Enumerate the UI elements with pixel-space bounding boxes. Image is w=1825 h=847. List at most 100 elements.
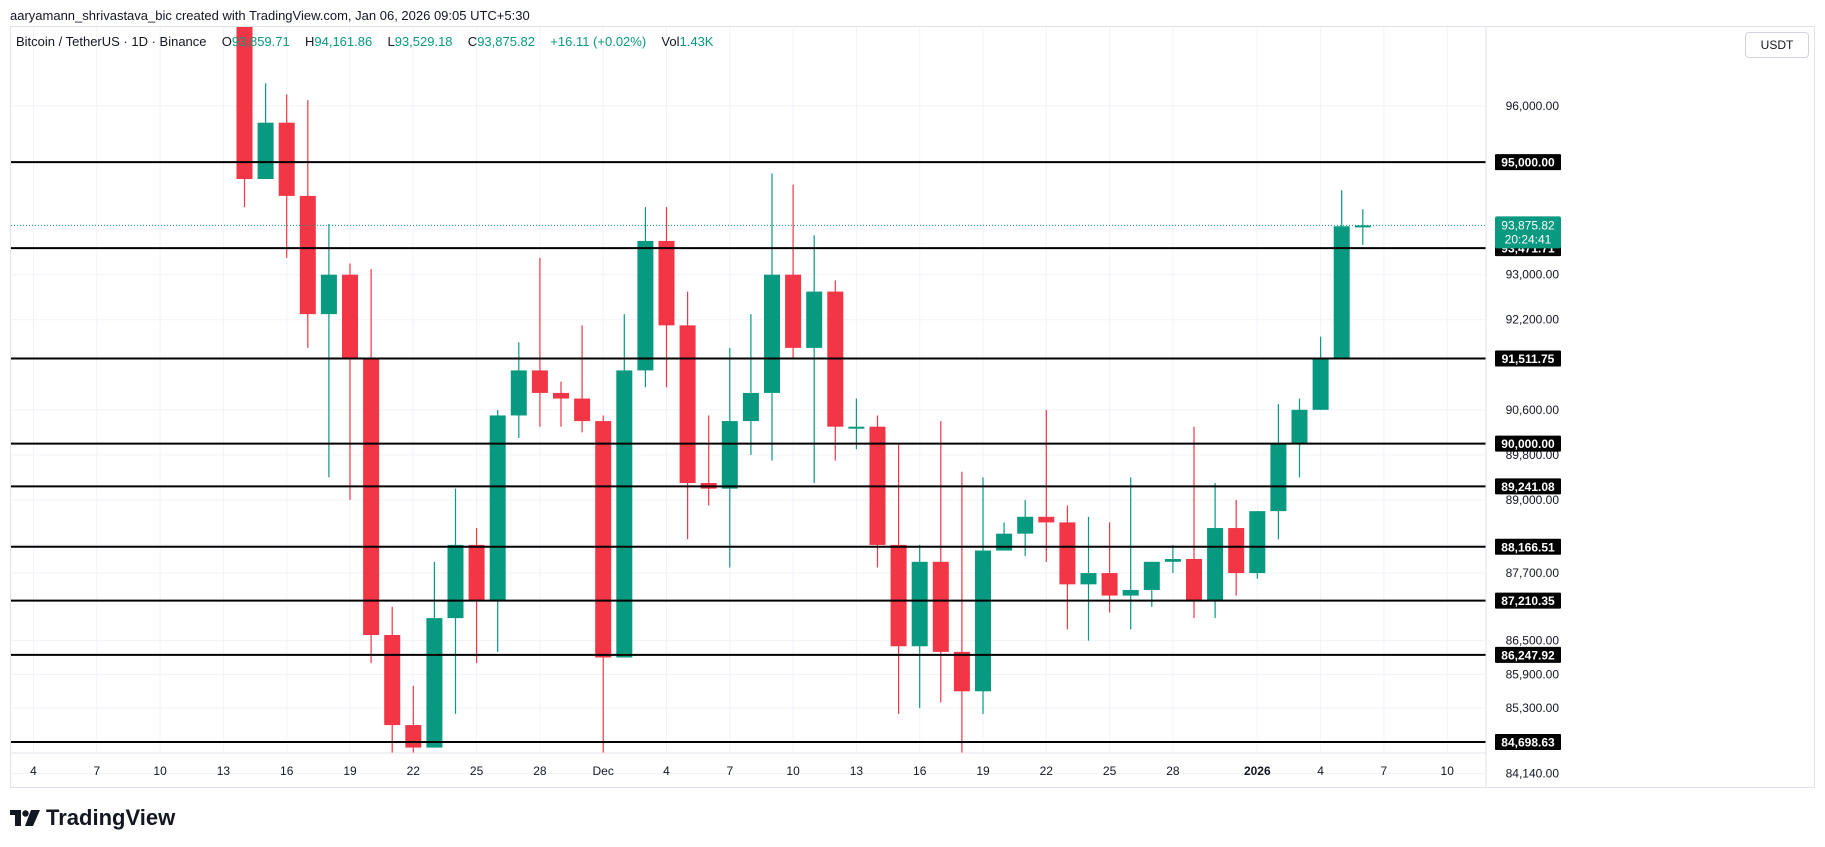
candle[interactable]	[1249, 511, 1266, 579]
candle-body[interactable]	[764, 274, 780, 393]
candle-body[interactable]	[257, 122, 274, 179]
candle-body[interactable]	[1017, 516, 1034, 534]
candle-body[interactable]	[996, 533, 1013, 551]
candle-body[interactable]	[468, 544, 485, 602]
candle[interactable]	[1101, 522, 1118, 613]
candle-body[interactable]	[721, 421, 738, 489]
candle-body[interactable]	[320, 274, 337, 315]
candle[interactable]	[574, 325, 591, 433]
candle-body[interactable]	[1312, 359, 1329, 410]
candle-body[interactable]	[278, 122, 295, 196]
candle-body[interactable]	[342, 274, 358, 360]
candle-body[interactable]	[1059, 522, 1076, 585]
candle-body[interactable]	[932, 561, 949, 652]
currency-selector[interactable]: USDT	[1745, 32, 1809, 58]
candle[interactable]	[742, 314, 759, 455]
candle[interactable]	[1312, 336, 1329, 410]
candle[interactable]	[257, 83, 274, 179]
candle-body[interactable]	[1080, 573, 1097, 585]
candle[interactable]	[1122, 477, 1139, 630]
candle-body[interactable]	[658, 240, 675, 326]
candle[interactable]	[320, 224, 337, 478]
candle-body[interactable]	[1186, 559, 1202, 602]
candle[interactable]	[489, 409, 506, 652]
candle[interactable]	[721, 347, 738, 568]
candle-body[interactable]	[637, 240, 654, 371]
candle-body[interactable]	[848, 426, 865, 429]
candle[interactable]	[468, 528, 485, 664]
candle-body[interactable]	[574, 398, 591, 422]
candle[interactable]	[1143, 561, 1160, 607]
candle[interactable]	[890, 443, 907, 714]
candle[interactable]	[1080, 516, 1097, 641]
candle-body[interactable]	[890, 544, 907, 647]
candle[interactable]	[1207, 483, 1224, 619]
candle[interactable]	[531, 257, 548, 427]
candle-body[interactable]	[742, 392, 759, 422]
candle[interactable]	[637, 207, 654, 388]
candle[interactable]	[869, 415, 886, 568]
candle-body[interactable]	[531, 370, 548, 393]
candle[interactable]	[363, 269, 380, 664]
candle-body[interactable]	[1207, 528, 1224, 602]
candle-body[interactable]	[679, 325, 696, 483]
candle[interactable]	[827, 280, 844, 461]
candle-body[interactable]	[1038, 516, 1055, 523]
candle-body[interactable]	[1291, 409, 1308, 444]
candle-body[interactable]	[426, 618, 443, 748]
candle[interactable]	[595, 415, 612, 781]
candle[interactable]	[1270, 404, 1287, 540]
candle[interactable]	[932, 421, 949, 703]
candle[interactable]	[510, 342, 527, 438]
candle[interactable]	[278, 94, 295, 258]
candle[interactable]	[911, 544, 928, 709]
candle[interactable]	[1164, 544, 1181, 574]
candle-body[interactable]	[1333, 226, 1350, 360]
candle-body[interactable]	[1270, 443, 1287, 512]
candle[interactable]	[764, 173, 780, 461]
candle-body[interactable]	[1249, 511, 1266, 574]
candle[interactable]	[1354, 209, 1371, 245]
candle[interactable]	[342, 263, 358, 500]
candle-body[interactable]	[384, 635, 401, 726]
candle[interactable]	[953, 471, 970, 753]
candle-body[interactable]	[785, 274, 802, 348]
candle-body[interactable]	[595, 421, 612, 658]
candle-body[interactable]	[405, 725, 422, 748]
candle-body[interactable]	[553, 392, 569, 399]
candle[interactable]	[785, 184, 802, 360]
candle-body[interactable]	[616, 370, 633, 658]
candle[interactable]	[1059, 505, 1076, 630]
candle[interactable]	[236, 0, 253, 208]
candle[interactable]	[658, 207, 675, 388]
candle-body[interactable]	[953, 651, 970, 692]
candle[interactable]	[1333, 190, 1350, 360]
candle[interactable]	[700, 415, 717, 506]
candle-body[interactable]	[447, 544, 464, 619]
candle-body[interactable]	[911, 561, 928, 647]
candle-body[interactable]	[236, 0, 253, 179]
candle-body[interactable]	[363, 359, 380, 635]
candle-body[interactable]	[1164, 559, 1181, 562]
candle-body[interactable]	[806, 291, 823, 348]
candle[interactable]	[848, 398, 865, 450]
candle[interactable]	[1186, 426, 1202, 619]
candle-body[interactable]	[299, 195, 316, 315]
candle-body[interactable]	[1354, 225, 1371, 228]
candle-body[interactable]	[510, 370, 527, 416]
candle-body[interactable]	[1143, 561, 1160, 590]
candle[interactable]	[1291, 398, 1308, 478]
candle-body[interactable]	[1228, 528, 1245, 574]
candle[interactable]	[384, 606, 401, 782]
candle-body[interactable]	[975, 550, 991, 692]
candle[interactable]	[679, 291, 696, 540]
candle-body[interactable]	[1101, 573, 1118, 596]
candle[interactable]	[975, 477, 991, 714]
candle[interactable]	[553, 381, 569, 427]
candle-body[interactable]	[489, 415, 506, 602]
symbol-name[interactable]: Bitcoin / TetherUS · 1D · Binance	[16, 34, 207, 49]
tradingview-logo[interactable]: TradingView	[10, 805, 175, 831]
candle-body[interactable]	[1122, 589, 1139, 596]
candle[interactable]	[299, 100, 316, 348]
